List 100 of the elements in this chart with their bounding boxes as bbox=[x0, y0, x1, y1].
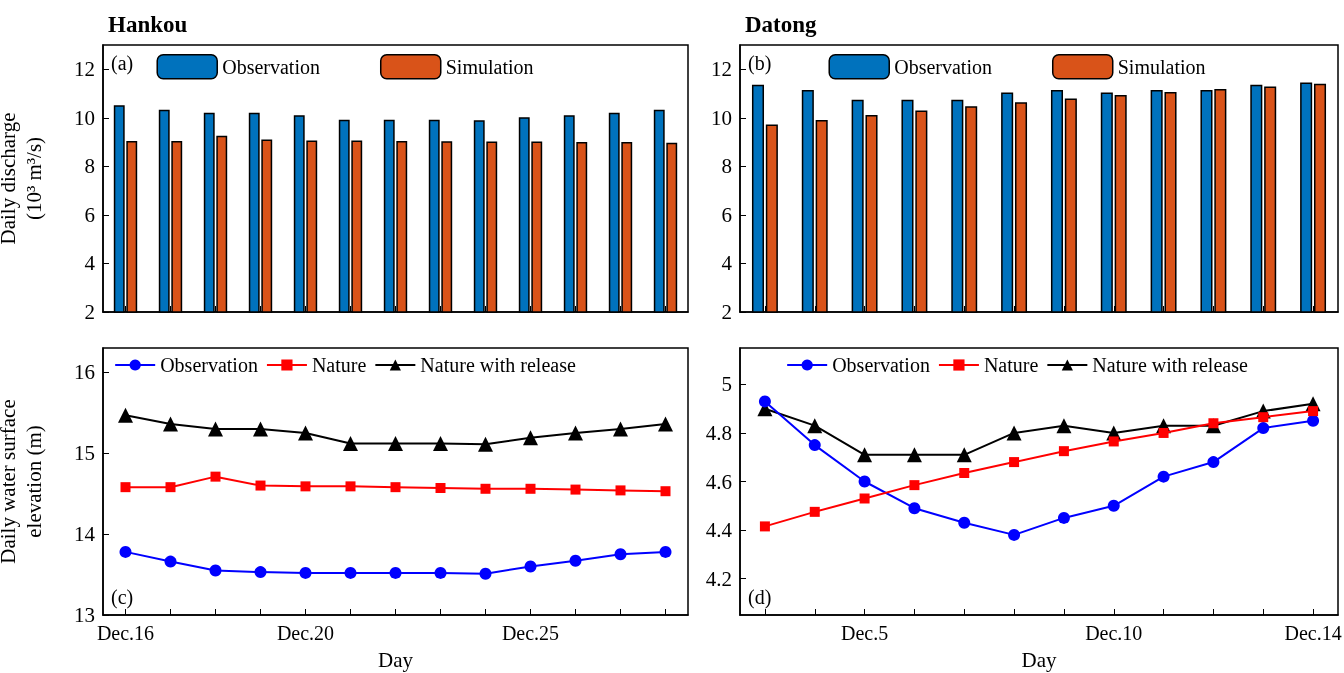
y-tick-label: 2 bbox=[721, 300, 732, 324]
point bbox=[807, 418, 823, 434]
point bbox=[433, 435, 448, 451]
point bbox=[859, 493, 870, 504]
legend-label: Observation bbox=[160, 354, 258, 376]
point bbox=[388, 435, 403, 451]
point bbox=[1056, 418, 1072, 434]
point bbox=[1158, 427, 1169, 438]
point bbox=[908, 502, 921, 515]
point bbox=[480, 483, 491, 494]
point bbox=[253, 421, 268, 437]
point bbox=[615, 485, 626, 496]
y-tick-label: 10 bbox=[74, 105, 95, 130]
y-tick-label: 4 bbox=[721, 251, 733, 276]
y-axis-title: Daily discharge (10³ m³/s) bbox=[0, 112, 46, 245]
point bbox=[1258, 412, 1269, 423]
point bbox=[613, 421, 628, 437]
x-tick-label: Dec.5 bbox=[840, 622, 889, 644]
y-tick-label: 8 bbox=[84, 154, 95, 179]
y-tick-label: 14 bbox=[74, 522, 96, 547]
point bbox=[300, 481, 311, 492]
point bbox=[569, 554, 582, 567]
point bbox=[479, 567, 492, 580]
y-tick-label: 4 bbox=[84, 251, 96, 276]
point bbox=[255, 480, 266, 491]
legend-label: Observation bbox=[894, 55, 992, 78]
y-tick-label: 15 bbox=[74, 441, 95, 466]
x-tick-label: Dec.14 bbox=[1284, 622, 1342, 644]
legend-label: Simulation bbox=[445, 55, 534, 78]
y-tick-label: 8 bbox=[721, 154, 732, 179]
point bbox=[1108, 436, 1119, 447]
x-axis-title: Day bbox=[378, 647, 414, 672]
annotation: (c) bbox=[111, 586, 134, 609]
y-tick-label: 4.6 bbox=[705, 469, 732, 494]
legend-label: Observation bbox=[832, 354, 930, 376]
point bbox=[390, 482, 401, 493]
chart-title: Hankou bbox=[108, 12, 188, 37]
point bbox=[343, 435, 358, 451]
legend-label: Nature with release bbox=[1092, 354, 1248, 376]
point bbox=[1308, 406, 1319, 417]
point bbox=[1008, 528, 1021, 541]
point bbox=[118, 407, 133, 423]
point bbox=[1207, 456, 1220, 469]
y-tick-label: 4.4 bbox=[705, 518, 733, 543]
point bbox=[568, 425, 583, 441]
point bbox=[208, 421, 223, 437]
point bbox=[345, 481, 356, 492]
point bbox=[524, 560, 537, 573]
annotation: (d) bbox=[748, 586, 772, 609]
point bbox=[389, 566, 402, 579]
y-tick-label: 5 bbox=[721, 372, 732, 397]
x-axis-title: Day bbox=[1021, 647, 1057, 672]
point bbox=[659, 545, 672, 558]
point bbox=[209, 564, 222, 577]
point bbox=[1107, 499, 1120, 512]
point bbox=[959, 468, 970, 478]
y-tick-label: 6 bbox=[84, 202, 95, 227]
point bbox=[660, 486, 671, 497]
y-tick-label: 10 bbox=[711, 105, 732, 130]
point bbox=[1157, 470, 1170, 483]
point bbox=[614, 548, 627, 561]
point bbox=[1009, 457, 1020, 468]
annotation: (b) bbox=[748, 52, 772, 75]
point bbox=[298, 425, 313, 441]
point bbox=[120, 482, 131, 493]
point bbox=[1057, 511, 1070, 524]
point bbox=[909, 480, 920, 491]
y-tick-label: 6 bbox=[721, 202, 732, 227]
x-tick-label: Dec.20 bbox=[276, 622, 335, 644]
point bbox=[523, 430, 538, 446]
point bbox=[658, 416, 673, 432]
y-tick-label: 2 bbox=[84, 300, 95, 324]
chart-title: Datong bbox=[745, 12, 818, 37]
legend-label: Observation bbox=[222, 55, 320, 78]
point bbox=[525, 483, 536, 494]
y-tick-label: 16 bbox=[74, 360, 95, 385]
point bbox=[570, 484, 581, 495]
point bbox=[956, 447, 972, 463]
point bbox=[808, 439, 821, 452]
point bbox=[434, 566, 447, 579]
point bbox=[759, 521, 770, 532]
point bbox=[164, 555, 177, 568]
point bbox=[163, 416, 178, 432]
point bbox=[299, 566, 312, 579]
point bbox=[809, 506, 820, 517]
point bbox=[758, 395, 771, 408]
legend-label: Nature bbox=[311, 354, 367, 376]
y-tick-label: 4.8 bbox=[705, 420, 732, 445]
point bbox=[478, 436, 493, 452]
point bbox=[165, 482, 176, 493]
point bbox=[858, 475, 871, 488]
point bbox=[1058, 446, 1069, 457]
legend-label: Nature bbox=[983, 354, 1039, 376]
point bbox=[210, 471, 221, 482]
y-tick-label: 12 bbox=[74, 57, 95, 82]
point bbox=[1257, 422, 1270, 435]
point bbox=[1006, 425, 1022, 441]
point bbox=[119, 545, 132, 558]
point bbox=[435, 482, 446, 493]
annotation: (a) bbox=[111, 52, 134, 75]
